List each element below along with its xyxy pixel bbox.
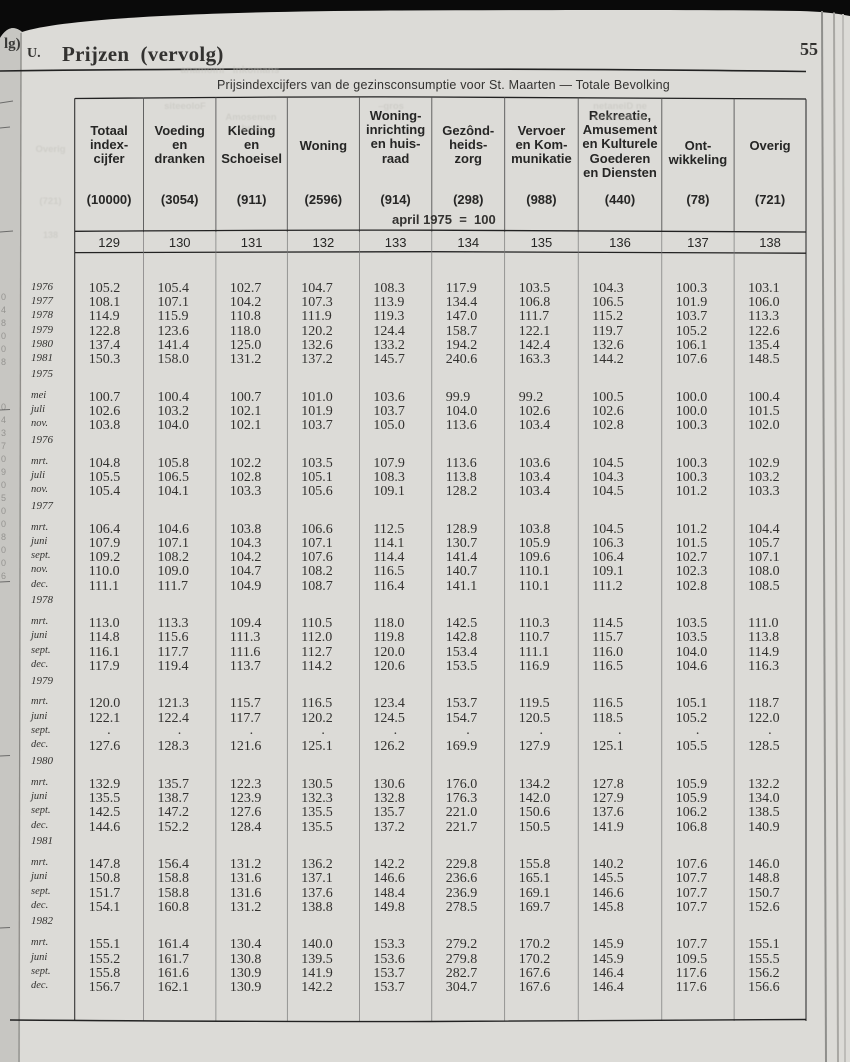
svg-text:5: 5 (1, 493, 6, 503)
svg-text:0: 0 (1, 545, 6, 555)
svg-text:8: 8 (1, 532, 6, 542)
svg-text:0: 0 (1, 558, 6, 568)
svg-text:6: 6 (1, 571, 6, 581)
svg-text:0: 0 (1, 331, 6, 341)
svg-text:0: 0 (1, 454, 6, 464)
svg-text:0: 0 (1, 506, 6, 516)
svg-text:4: 4 (1, 415, 6, 425)
svg-text:7: 7 (1, 441, 6, 451)
svg-text:8: 8 (1, 318, 6, 328)
svg-text:3: 3 (1, 428, 6, 438)
svg-text:0: 0 (1, 292, 6, 302)
svg-text:9: 9 (1, 467, 6, 477)
svg-text:0: 0 (1, 402, 6, 412)
svg-text:0: 0 (1, 344, 6, 354)
svg-text:0: 0 (1, 519, 6, 529)
svg-text:0: 0 (1, 480, 6, 490)
svg-text:8: 8 (1, 357, 6, 367)
svg-text:4: 4 (1, 305, 6, 315)
